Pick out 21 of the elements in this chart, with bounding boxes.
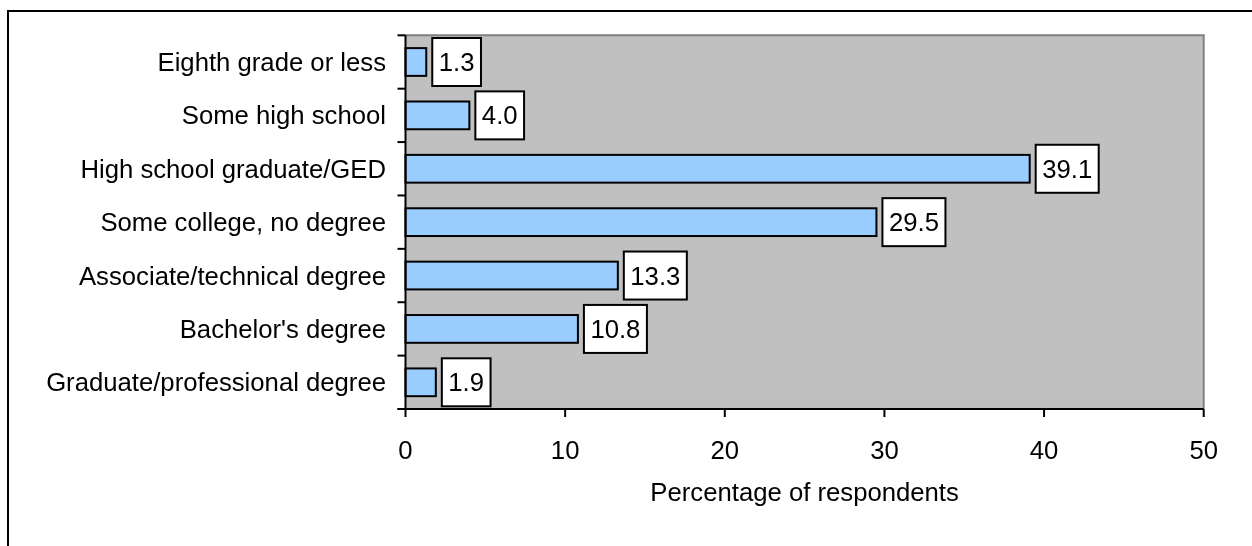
data-label: 13.3 (630, 261, 681, 290)
y-tick-label: Graduate/professional degree (46, 368, 386, 397)
x-tick-label: 10 (550, 436, 580, 464)
y-tick-label: Bachelor's degree (179, 314, 386, 343)
data-label: 1.3 (438, 47, 475, 76)
x-tick-label: 40 (1029, 436, 1059, 464)
x-tick-label: 50 (1189, 436, 1218, 464)
x-tick-label: 30 (870, 436, 899, 464)
y-tick-label: High school graduate/GED (80, 154, 386, 183)
x-axis-title: Percentage of respondents (650, 478, 959, 506)
data-label: 4.0 (481, 101, 518, 130)
y-tick-label: Associate/technical degree (78, 261, 386, 290)
x-tick-label: 0 (398, 436, 413, 464)
data-label: 29.5 (888, 208, 939, 237)
y-tick-label: Some high school (181, 101, 386, 130)
data-label: 1.9 (448, 368, 485, 397)
y-tick-label: Some college, no degree (100, 208, 386, 237)
y-tick-label: Eighth grade or less (157, 47, 386, 76)
x-tick-label: 20 (710, 436, 740, 464)
data-label: 10.8 (590, 314, 641, 343)
data-label: 39.1 (1042, 154, 1093, 183)
